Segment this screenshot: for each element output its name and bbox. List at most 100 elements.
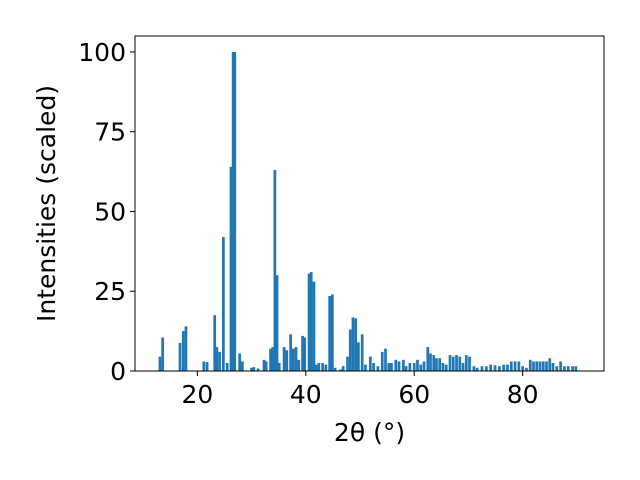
bar	[416, 359, 419, 371]
bar	[233, 51, 237, 371]
bar	[291, 348, 295, 371]
bar	[429, 353, 432, 371]
bar	[412, 363, 416, 371]
bar	[458, 356, 462, 371]
bar	[432, 355, 436, 371]
bar	[408, 363, 412, 371]
bar	[250, 367, 253, 371]
bar	[275, 275, 279, 371]
bar	[419, 364, 423, 371]
bar	[231, 51, 235, 371]
bar	[372, 363, 375, 371]
bar	[215, 347, 219, 371]
bar	[339, 369, 342, 371]
bar	[498, 366, 501, 371]
bar	[464, 355, 468, 371]
bar	[489, 364, 493, 371]
y-tick-label: 25	[94, 277, 126, 306]
bar	[161, 337, 165, 371]
bar	[333, 367, 337, 371]
bar	[297, 359, 301, 371]
bar	[509, 361, 513, 371]
bar	[307, 273, 311, 371]
bar	[448, 355, 452, 371]
bar	[435, 358, 438, 371]
y-axis-label: Intensities (scaled)	[32, 85, 61, 322]
bar	[354, 318, 358, 371]
bar	[555, 366, 559, 371]
bar	[294, 347, 298, 371]
bar	[390, 363, 393, 371]
bar	[269, 348, 272, 371]
bar	[451, 356, 455, 371]
bar	[472, 366, 476, 371]
bar	[301, 335, 304, 371]
bar	[178, 342, 182, 371]
bar	[218, 351, 221, 371]
bar	[184, 326, 188, 371]
bar	[402, 359, 405, 371]
x-tick-label: 20	[181, 380, 213, 409]
bar	[202, 361, 206, 371]
bar	[321, 363, 324, 371]
bar	[521, 366, 525, 371]
y-tick-label: 100	[78, 38, 126, 67]
bar	[256, 368, 260, 371]
bar	[314, 364, 318, 371]
bar	[480, 366, 484, 371]
bar	[289, 334, 292, 371]
x-tick-label: 80	[507, 380, 539, 409]
bar	[376, 366, 380, 371]
bar	[341, 366, 345, 371]
bar	[545, 361, 548, 371]
bar	[468, 356, 471, 371]
x-axis-label: 2θ (°)	[334, 418, 405, 447]
bar	[502, 364, 506, 371]
bar	[364, 364, 367, 371]
y-tick-label: 0	[110, 357, 126, 386]
bar	[264, 361, 268, 371]
bar	[303, 337, 307, 371]
x-axis-ticks: 20 40 60 80	[181, 371, 539, 409]
bar	[566, 366, 570, 371]
bar	[384, 348, 387, 371]
bar	[517, 361, 521, 371]
bar	[238, 353, 241, 371]
bar	[285, 350, 289, 371]
bar	[438, 358, 442, 371]
bar	[309, 272, 313, 371]
bar	[525, 367, 528, 371]
x-tick-label: 40	[290, 380, 322, 409]
y-tick-label: 50	[94, 197, 126, 226]
bar	[241, 361, 244, 371]
bar	[484, 366, 488, 371]
bar	[205, 362, 209, 371]
bar	[346, 356, 349, 371]
bar	[357, 342, 360, 371]
bar	[351, 317, 355, 371]
bar	[532, 361, 535, 371]
bar	[348, 329, 352, 371]
bar	[535, 361, 539, 371]
bar	[475, 367, 479, 371]
bar	[213, 315, 217, 371]
bars	[158, 51, 578, 371]
bar	[461, 363, 465, 371]
bar	[444, 364, 448, 371]
bar	[368, 356, 372, 371]
bar	[282, 347, 286, 371]
bar	[571, 366, 574, 371]
plot-frame	[134, 35, 605, 372]
bar	[559, 361, 562, 371]
bar	[397, 361, 401, 371]
bar	[312, 281, 316, 371]
y-tick-label: 75	[94, 118, 126, 147]
bar	[548, 358, 552, 371]
bar	[229, 166, 233, 371]
bar	[252, 367, 256, 371]
bar	[277, 363, 281, 371]
bar	[271, 347, 275, 371]
bar	[538, 361, 542, 371]
bar	[541, 361, 545, 371]
